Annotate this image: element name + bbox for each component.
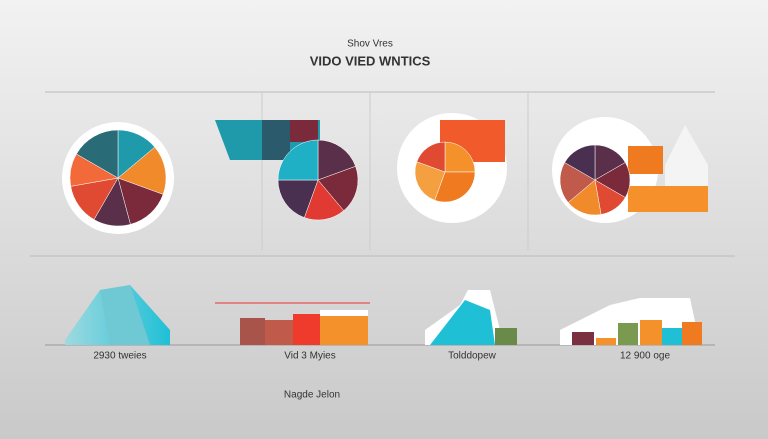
bar — [618, 323, 638, 345]
pie-slice — [414, 161, 446, 201]
caption: 2930 tweies — [93, 351, 146, 362]
pie-slice — [277, 139, 319, 181]
pies — [69, 129, 631, 227]
bar — [640, 320, 662, 345]
caption: 12 900 oge — [620, 351, 670, 362]
bar — [596, 338, 616, 345]
subtitle: Shov Vres — [347, 39, 393, 50]
pie-slice — [277, 179, 319, 218]
pie-slice — [76, 129, 119, 179]
block — [628, 146, 663, 174]
pie-slice — [444, 141, 476, 173]
title: VIDO VIED WNTICS — [310, 53, 431, 68]
footer: Nagde Jelon — [284, 390, 340, 401]
bar — [293, 314, 320, 345]
pie-slice — [117, 146, 167, 195]
pie-slice — [317, 139, 356, 181]
caption: Vid 3 Myies — [284, 351, 336, 362]
pie-slice — [317, 165, 359, 211]
pie-slice — [434, 171, 476, 203]
area — [430, 300, 495, 345]
bar — [495, 328, 517, 345]
bar — [572, 332, 594, 345]
bar-top — [320, 310, 368, 316]
bar — [265, 320, 293, 345]
bar — [240, 318, 265, 345]
block — [628, 186, 708, 212]
caption: Tolddopew — [448, 351, 497, 362]
bar — [662, 328, 682, 345]
pie-slice — [559, 162, 596, 203]
block — [290, 120, 318, 142]
pie-slice — [416, 141, 446, 173]
pie-slice — [564, 144, 596, 181]
block — [262, 120, 290, 160]
bar — [682, 322, 702, 345]
area — [100, 285, 150, 345]
